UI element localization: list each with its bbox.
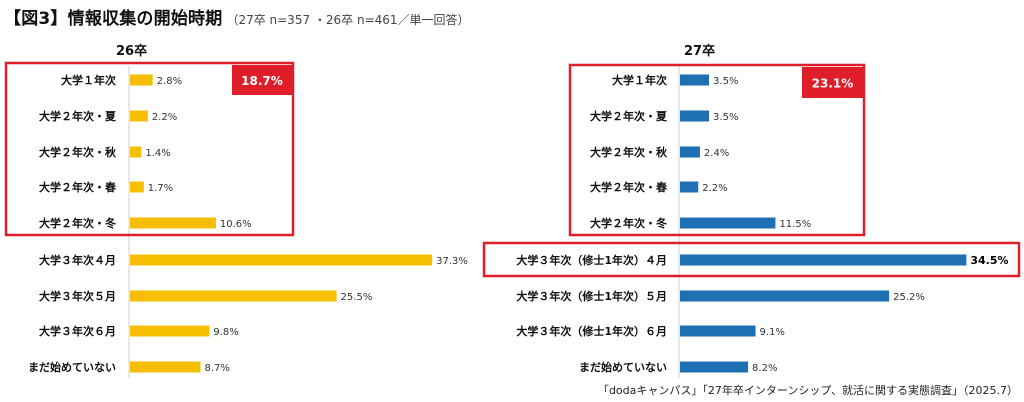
left-total-badge [232,65,292,95]
left-bar [130,217,216,229]
right-category-label: 大学３年次（修士1年次）６月 [516,324,667,338]
left-bar [130,325,210,337]
left-category-label: 大学２年次・秋 [39,145,117,159]
left-bar [130,74,153,86]
right-value-label: 2.4% [704,148,729,159]
right-bar [680,361,749,373]
right-highlight-box [568,63,866,237]
right-bar [680,290,890,302]
chart-title: 【図3】情報収集の開始時期 [4,9,223,29]
left-category-label: 大学３年次６月 [39,324,116,338]
right-category-label: 大学２年次・春 [590,180,668,194]
left-value-label: 37.3% [436,256,468,267]
right-bar [680,181,699,193]
right-category-label: 大学３年次（修士1年次）５月 [516,289,667,303]
right-value-label: 25.2% [893,292,925,303]
left-value-label: 2.2% [152,112,177,123]
left-category-label: 大学３年次４月 [39,253,116,267]
left-bar [130,254,433,266]
left-category-label: 大学１年次 [61,73,116,87]
right-value-label: 2.2% [702,183,727,194]
right-category-label: 大学２年次・冬 [590,216,667,230]
left-category-label: 大学２年次・夏 [39,109,117,123]
right-value-label: 3.5% [713,112,738,123]
left-value-label: 1.4% [145,148,170,159]
left-value-label: 10.6% [220,219,252,230]
right-value-label: 11.5% [779,219,811,230]
left-category-label: 大学３年次５月 [39,289,116,303]
right-category-label: 大学２年次・秋 [590,145,668,159]
left-bar [130,110,148,122]
right-value-label: 3.5% [713,76,738,87]
right-value-label: 8.2% [752,363,777,374]
right-category-label: 大学２年次・夏 [590,109,668,123]
left-panel-title: 26卒 [116,44,148,59]
left-value-label: 2.8% [157,76,182,87]
right-peak-highlight-box [482,241,1021,278]
left-bar [130,290,337,302]
left-total-badge-label: 18.7% [241,74,283,88]
right-bar [680,254,967,266]
right-bar [680,110,710,122]
right-bar [680,217,776,229]
right-category-label: 大学３年次（修士1年次）４月 [516,253,667,267]
right-value-label: 34.5% [970,254,1008,267]
chart-subtitle: （27卒 n=357 ・26卒 n=461／単一回答） [226,13,470,27]
source-note: 「dodaキャンパス」「27年卒インターンシップ、就活に関する実態調査」（202… [597,384,1018,397]
left-highlight-box [4,61,295,237]
right-bar [680,146,700,158]
left-category-label: 大学２年次・冬 [39,216,116,230]
chart-header: 【図3】情報収集の開始時期 （27卒 n=357 ・26卒 n=461／単一回答） [4,4,470,29]
right-total-badge [802,67,863,98]
left-bar [130,181,144,193]
right-panel-title: 27卒 [684,44,716,59]
right-total-badge-label: 23.1% [812,77,854,91]
left-bar [130,146,142,158]
right-value-label: 9.1% [760,327,785,338]
left-bar [130,361,201,373]
left-value-label: 8.7% [204,363,229,374]
left-category-label: まだ始めていない [28,360,116,374]
left-category-label: 大学２年次・春 [39,180,117,194]
left-value-label: 25.5% [341,292,373,303]
left-value-label: 9.8% [213,327,238,338]
right-bar [680,74,710,86]
left-value-label: 1.7% [148,183,173,194]
right-category-label: 大学１年次 [612,73,667,87]
right-category-label: まだ始めていない [579,360,667,374]
right-bar [680,325,756,337]
